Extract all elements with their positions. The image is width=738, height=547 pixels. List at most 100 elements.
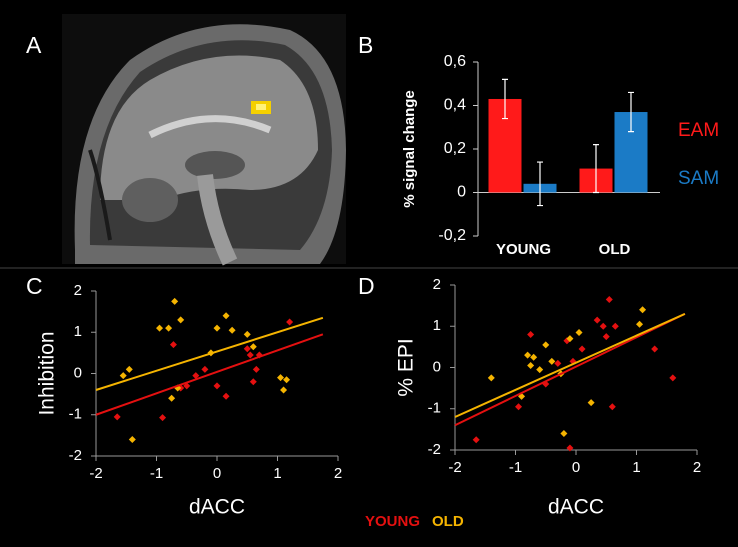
point (611, 322, 619, 330)
point (487, 374, 495, 382)
point (542, 341, 550, 349)
point (578, 345, 586, 353)
point (605, 295, 613, 303)
legend-label: EAM (678, 120, 719, 141)
fit-line (454, 312, 686, 427)
point (119, 372, 127, 380)
y-tick-label: 0 (433, 358, 441, 375)
y-tick-label: 2 (74, 282, 82, 299)
point (527, 361, 535, 369)
error-bar (593, 144, 599, 194)
y-tick-label: 2 (433, 276, 441, 293)
point (277, 374, 285, 382)
panel-label: A (26, 32, 42, 58)
point (515, 403, 523, 411)
point (639, 306, 647, 314)
x-tick-label: YOUNG (496, 241, 551, 258)
point (575, 328, 583, 336)
x-tick-label: 2 (693, 459, 701, 476)
y-tick-label: 0 (457, 184, 466, 201)
point (243, 345, 251, 353)
legend-label: SAM (678, 168, 719, 189)
x-tick-label: 1 (273, 465, 281, 482)
point (213, 324, 221, 332)
point (169, 341, 177, 349)
panel-label: D (358, 273, 375, 299)
point (548, 357, 556, 365)
point (171, 297, 179, 305)
x-tick-label: OLD (599, 241, 631, 258)
point (213, 382, 221, 390)
y-tick-label: -1 (69, 406, 82, 423)
x-tick-label: 1 (632, 459, 640, 476)
y-tick-label: -2 (69, 447, 82, 464)
error-bar (628, 91, 634, 133)
point (168, 394, 176, 402)
point (560, 430, 568, 437)
point (283, 376, 291, 384)
point (554, 359, 562, 367)
point (156, 324, 164, 332)
y-tick-label: -1 (428, 400, 441, 417)
point (125, 365, 133, 373)
fit-line (95, 316, 324, 391)
panel-label: C (26, 273, 43, 299)
error-bar (537, 161, 543, 207)
fit-line (454, 312, 686, 418)
x-tick-label: -1 (150, 465, 163, 482)
legend-label: OLD (432, 513, 464, 530)
point (228, 326, 236, 334)
point (669, 374, 677, 382)
y-tick-label: 0,6 (444, 53, 466, 70)
point (252, 365, 260, 373)
error-bar (502, 78, 508, 120)
x-tick-label: -1 (509, 459, 522, 476)
y-tick-label: -2 (428, 441, 441, 458)
point (587, 399, 595, 407)
point (280, 386, 288, 394)
point (527, 331, 535, 338)
point (243, 330, 251, 338)
point (201, 365, 209, 373)
point (524, 351, 532, 359)
x-axis-title: dACC (548, 496, 604, 519)
x-tick-label: -2 (448, 459, 461, 476)
x-axis-title: dACC (189, 496, 245, 519)
point (165, 324, 173, 332)
point (536, 366, 544, 374)
fit-line (95, 333, 324, 416)
legend-label: YOUNG (365, 513, 420, 530)
point (249, 343, 257, 351)
point (222, 312, 230, 320)
y-tick-label: 0,2 (444, 140, 466, 157)
point (608, 403, 616, 411)
x-tick-label: -2 (89, 465, 102, 482)
point (593, 316, 601, 324)
point (249, 378, 257, 386)
point (566, 335, 574, 343)
x-tick-label: 2 (334, 465, 342, 482)
point (222, 392, 230, 400)
point (530, 353, 538, 361)
x-tick-label: 0 (213, 465, 221, 482)
point (636, 320, 644, 328)
point (192, 372, 200, 380)
y-tick-label: 0 (74, 364, 82, 381)
y-axis-title: Inhibition (36, 331, 59, 415)
point (599, 322, 607, 330)
point (286, 318, 294, 326)
point (159, 414, 167, 422)
y-tick-label: 0,4 (444, 97, 466, 114)
y-tick-label: 1 (433, 317, 441, 334)
y-axis-title: % signal change (401, 90, 418, 208)
x-tick-label: 0 (572, 459, 580, 476)
point (128, 436, 136, 443)
y-axis-title: % EPI (395, 338, 418, 396)
mri-image (62, 14, 346, 266)
point (472, 436, 480, 444)
point (113, 413, 121, 421)
point (651, 345, 659, 353)
point (246, 351, 254, 359)
point (566, 444, 574, 452)
